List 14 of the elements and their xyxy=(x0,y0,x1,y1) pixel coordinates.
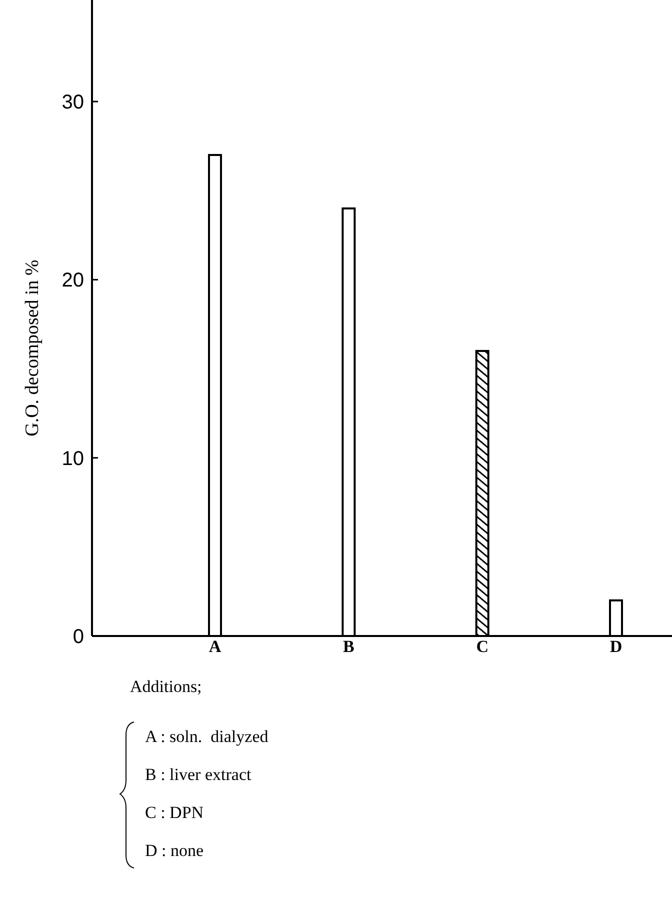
text: D : none xyxy=(145,841,204,860)
y-tick-label: 20 xyxy=(62,270,84,292)
text: A : soln. dialyzed xyxy=(145,727,269,746)
x-tick-label: D xyxy=(610,637,622,656)
y-tick-label: 10 xyxy=(62,448,84,470)
y-axis-title: G.O. decomposed in % xyxy=(22,259,43,436)
y-tick-label: 0 xyxy=(72,626,84,648)
y-tick-label: 30 xyxy=(62,92,84,114)
text: B : liver extract xyxy=(145,765,252,784)
x-tick-label: B xyxy=(342,637,354,656)
text: C : DPN xyxy=(145,803,204,822)
x-tick-label: A xyxy=(208,637,222,656)
text: Additions; xyxy=(130,677,202,696)
x-tick-label: C xyxy=(476,637,488,656)
